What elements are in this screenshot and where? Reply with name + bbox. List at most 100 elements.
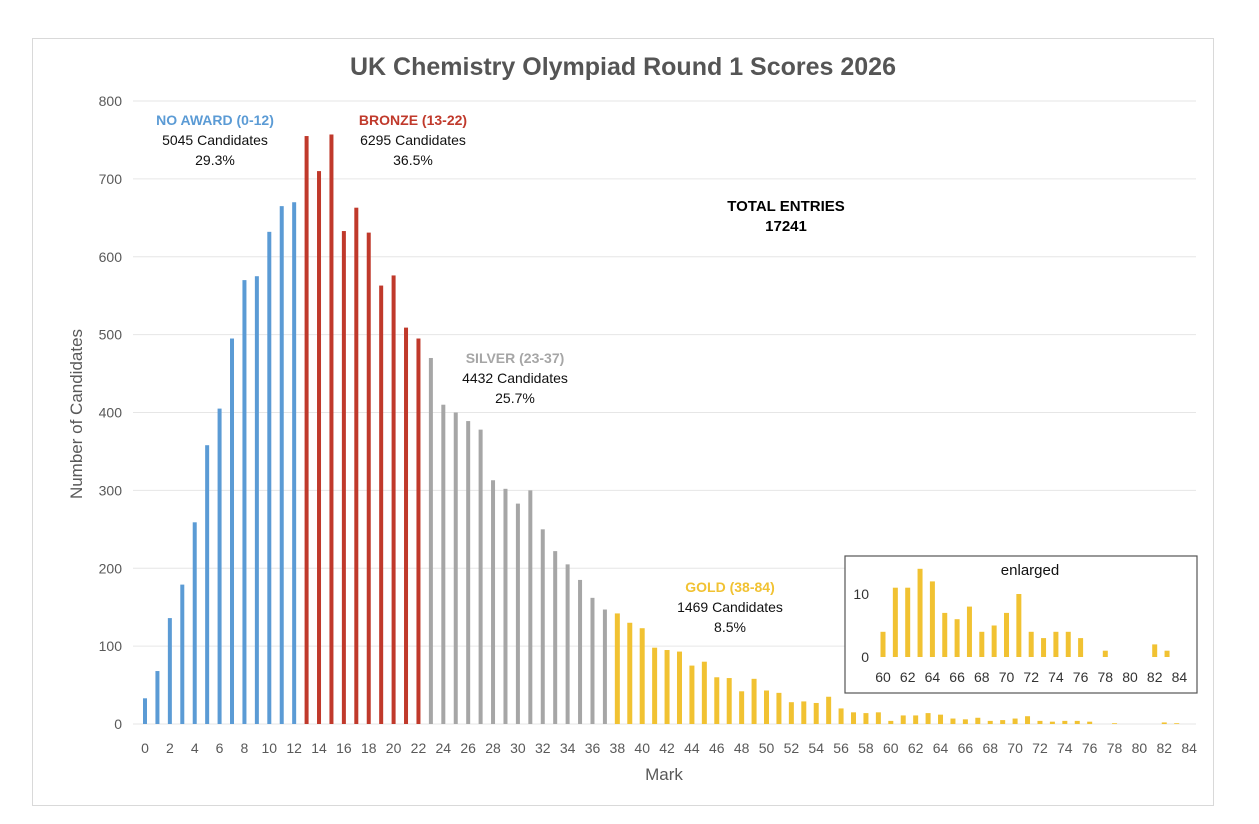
bar xyxy=(900,715,906,724)
inset-bar xyxy=(942,612,948,657)
bar xyxy=(1012,718,1018,724)
inset-x-tick-label: 74 xyxy=(1048,669,1064,685)
x-axis-ticks: 0 2 4 6 8 10 12 14 16 18 20 22 24 26 28 30 32 34 36 38 40 42 4… xyxy=(141,740,1197,756)
bar xyxy=(1174,723,1180,724)
x-tick-label: 48 xyxy=(734,740,750,756)
bar xyxy=(1025,716,1031,724)
inset-bar xyxy=(917,568,923,657)
inset-bar xyxy=(1065,631,1071,657)
x-tick-label: 60 xyxy=(883,740,899,756)
gridlines xyxy=(133,100,1196,725)
bar xyxy=(975,717,981,724)
x-tick-label: 38 xyxy=(610,740,626,756)
bar xyxy=(913,715,919,724)
y-tick-label: 100 xyxy=(99,638,123,654)
bar xyxy=(1074,720,1080,724)
bar xyxy=(540,529,545,724)
bar xyxy=(192,522,197,724)
x-tick-label: 70 xyxy=(1007,740,1023,756)
x-tick-label: 8 xyxy=(241,740,249,756)
inset-x-tick-label: 78 xyxy=(1098,669,1114,685)
bar xyxy=(838,708,844,724)
y-axis-ticks: 0 100 200 300 400 500 600 700 800 xyxy=(99,93,123,732)
x-tick-label: 64 xyxy=(933,740,949,756)
bar xyxy=(242,280,247,724)
inset-bar xyxy=(1041,638,1047,657)
annotation-percent: 36.5% xyxy=(393,152,433,168)
x-tick-label: 56 xyxy=(833,740,849,756)
inset-bar xyxy=(979,631,985,657)
inset-x-tick-label: 80 xyxy=(1122,669,1138,685)
inset-bar xyxy=(880,631,886,657)
x-tick-label: 58 xyxy=(858,740,874,756)
y-tick-label: 0 xyxy=(114,716,122,732)
bar xyxy=(739,691,745,724)
bar xyxy=(317,171,322,724)
inset-x-tick-label: 66 xyxy=(949,669,965,685)
bar xyxy=(962,719,968,724)
bar xyxy=(1049,721,1055,724)
bar xyxy=(217,408,222,724)
bar xyxy=(614,613,620,724)
x-tick-label: 14 xyxy=(311,740,327,756)
annotation-count: 6295 Candidates xyxy=(360,132,466,148)
bar xyxy=(155,671,160,724)
x-tick-label: 80 xyxy=(1132,740,1148,756)
total-entries-label: TOTAL ENTRIES xyxy=(727,198,845,215)
bar xyxy=(404,327,409,724)
x-tick-label: 32 xyxy=(535,740,551,756)
inset-x-tick-label: 64 xyxy=(925,669,941,685)
y-tick-label: 300 xyxy=(99,482,123,498)
annotation-percent: 29.3% xyxy=(195,152,235,168)
x-tick-label: 54 xyxy=(808,740,824,756)
bar xyxy=(553,551,558,724)
bar xyxy=(453,412,458,724)
bar xyxy=(441,404,446,724)
bar xyxy=(143,698,147,724)
inset-bar xyxy=(892,587,898,657)
bar xyxy=(851,712,857,724)
bar xyxy=(205,445,210,724)
x-tick-label: 36 xyxy=(585,740,601,756)
x-tick-label: 24 xyxy=(436,740,452,756)
bar xyxy=(341,231,346,724)
inset-bar xyxy=(1016,594,1022,657)
inset-x-tick-label: 84 xyxy=(1172,669,1188,685)
bar xyxy=(329,134,334,724)
y-tick-label: 400 xyxy=(99,405,123,421)
bar xyxy=(863,713,869,724)
x-tick-label: 26 xyxy=(460,740,476,756)
x-tick-label: 78 xyxy=(1107,740,1123,756)
y-axis-label: Number of Candidates xyxy=(67,329,86,499)
bar xyxy=(1161,722,1167,724)
inset-bar xyxy=(1152,644,1158,657)
annotation-label: GOLD (38-84) xyxy=(685,579,774,595)
inset-x-tick-label: 82 xyxy=(1147,669,1163,685)
bar xyxy=(1112,723,1118,724)
inset-enlarged: enlarged 0 10 60 62 64 66 68 70 72 74 76 78 80 82 84 xyxy=(844,555,1198,694)
inset-x-tick-label: 68 xyxy=(974,669,990,685)
bar xyxy=(515,503,520,724)
bar xyxy=(503,488,508,724)
x-tick-label: 34 xyxy=(560,740,576,756)
bar xyxy=(304,136,309,724)
annotation-percent: 25.7% xyxy=(495,390,535,406)
x-tick-label: 44 xyxy=(684,740,700,756)
bar xyxy=(813,702,819,724)
inset-y-tick-label: 0 xyxy=(861,649,869,665)
x-tick-label: 50 xyxy=(759,740,775,756)
chart-title: UK Chemistry Olympiad Round 1 Scores 202… xyxy=(350,53,896,81)
bar xyxy=(565,564,570,724)
bar xyxy=(875,712,881,724)
bar xyxy=(602,609,607,724)
inset-bar xyxy=(966,606,972,657)
bar xyxy=(1000,720,1006,724)
bar xyxy=(676,651,682,724)
inset-title: enlarged xyxy=(1001,562,1059,579)
x-tick-label: 76 xyxy=(1082,740,1098,756)
y-tick-label: 600 xyxy=(99,249,123,265)
bar xyxy=(180,584,185,724)
x-tick-label: 40 xyxy=(634,740,650,756)
bar xyxy=(788,702,794,724)
